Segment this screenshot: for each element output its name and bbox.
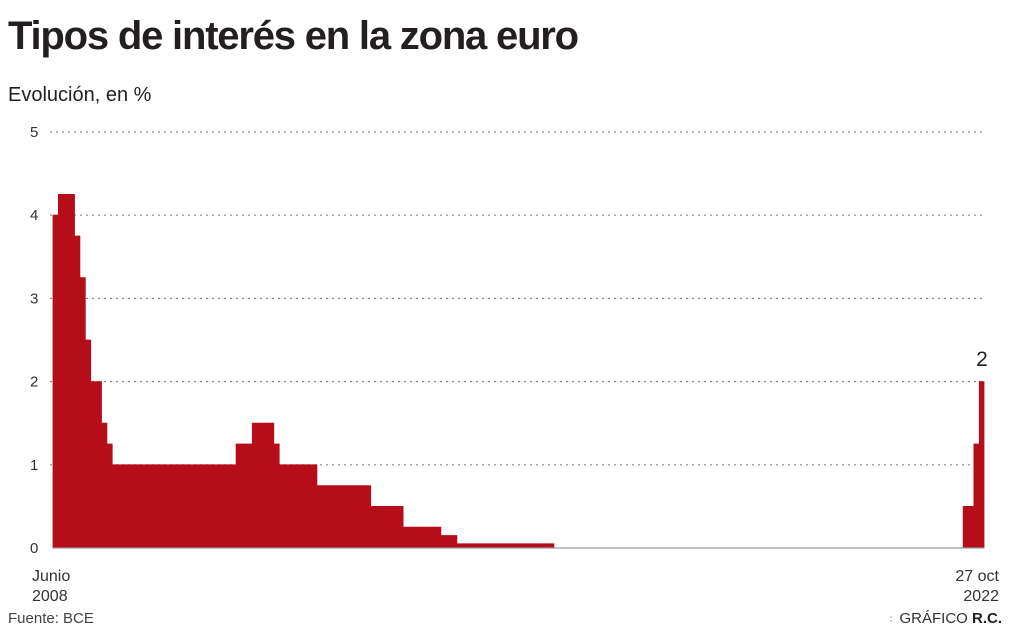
x-end-label-year: 2022	[963, 588, 999, 605]
source-note: Fuente: BCE	[8, 610, 94, 627]
y-tick-label-3: 3	[30, 290, 38, 307]
x-start-label-year: 2008	[32, 588, 68, 605]
x-start-label-month: Junio	[32, 568, 70, 585]
chart-title: Tipos de interés en la zona euro	[8, 14, 579, 58]
credit-initials: R.C.	[972, 610, 1002, 627]
y-tick-label-0: 0	[30, 540, 38, 557]
credit-dots-icon: ∶	[889, 614, 894, 626]
end-value-label: 2	[976, 348, 988, 371]
graphic-credit: ∶ GRÁFICO R.C.	[890, 610, 1002, 627]
chart-subtitle: Evolución, en %	[8, 84, 152, 106]
y-tick-label-5: 5	[30, 124, 38, 141]
rate-series-area	[52, 194, 985, 549]
y-tick-label-4: 4	[30, 207, 38, 224]
y-tick-label-2: 2	[30, 374, 38, 391]
credit-prefix: GRÁFICO	[899, 610, 968, 627]
y-tick-label-1: 1	[30, 457, 38, 474]
x-end-label-date: 27 oct	[955, 568, 999, 585]
